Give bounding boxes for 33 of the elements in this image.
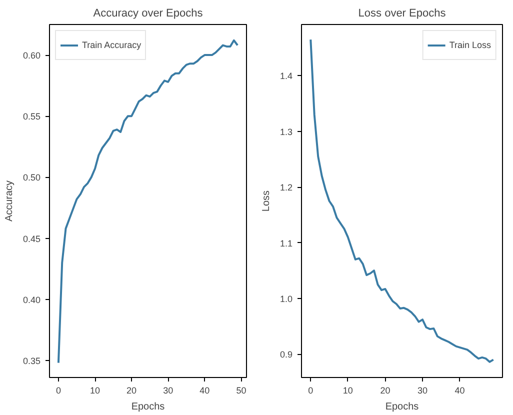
chart-title: Accuracy over Epochs [93, 8, 204, 20]
x-tick-label: 40 [200, 386, 210, 396]
x-tick-label: 10 [90, 386, 100, 396]
x-tick-label: 0 [56, 386, 61, 396]
x-axis-title: Epochs [385, 402, 419, 412]
y-tick-label: 0.50 [22, 172, 41, 183]
legend-label: Train Loss [449, 40, 491, 50]
x-tick-label: 20 [126, 386, 137, 396]
line-series [310, 38, 494, 363]
line-series [57, 39, 239, 364]
y-axis-title: Accuracy [4, 180, 15, 222]
legend-label: Train Accuracy [82, 40, 142, 50]
y-tick-label: 1.3 [280, 126, 293, 137]
chart-title: Loss over Epochs [358, 8, 446, 20]
y-tick-label: 0.55 [22, 112, 41, 122]
y-tick-label: 0.40 [22, 294, 41, 305]
y-tick-label: 0.45 [22, 234, 41, 244]
x-tick-label: 10 [342, 386, 353, 396]
y-tick-label: 1.0 [280, 294, 293, 304]
x-tick-label: 30 [163, 386, 174, 396]
y-tick-label: 0.9 [280, 350, 293, 360]
y-tick-label: 0.35 [22, 356, 41, 366]
x-axis-title: Epochs [131, 402, 165, 412]
y-tick-label: 1.4 [280, 71, 293, 82]
x-tick-label: 30 [418, 386, 428, 396]
y-tick-label: 0.60 [22, 50, 41, 61]
y-axis-title: Loss [260, 190, 272, 212]
y-tick-label: 1.2 [280, 182, 293, 193]
x-tick-label: 0 [308, 386, 314, 396]
x-tick-label: 50 [236, 386, 246, 396]
y-tick-label: 1.1 [280, 238, 293, 248]
x-tick-label: 20 [380, 386, 390, 396]
x-tick-label: 40 [454, 386, 465, 396]
